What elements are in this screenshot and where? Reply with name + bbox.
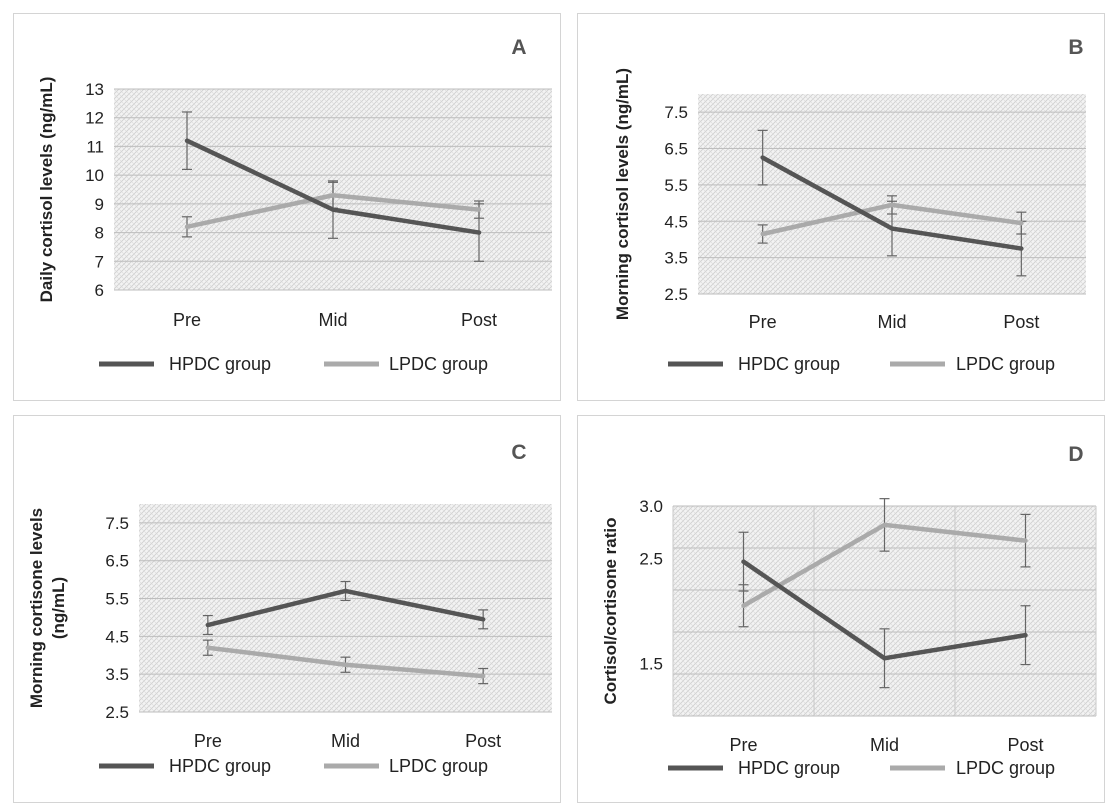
x-tick-label: Mid xyxy=(877,312,906,332)
chart-svg: 2.5 3.5 4.5 5.5 6.5 7.5 Pre Mid Post Morning cort… xyxy=(27,441,552,776)
y-tick-label: 3.5 xyxy=(664,249,688,268)
x-tick-label: Pre xyxy=(729,735,757,755)
y-tick-label: 3.0 xyxy=(639,497,663,516)
y-tick-label: 6.5 xyxy=(664,140,688,159)
y-axis-label: Cortisol/cortisone ratio xyxy=(601,517,620,704)
x-tick-label: Mid xyxy=(870,735,899,755)
x-tick-label: Pre xyxy=(173,310,201,330)
y-tick-label: 2.5 xyxy=(639,550,663,569)
y-tick-label: 13 xyxy=(85,80,104,99)
y-axis-label: Daily cortisol levels (ng/mL) xyxy=(37,77,56,303)
y-tick-label: 12 xyxy=(85,109,104,128)
chart-svg: 2.5 3.5 4.5 5.5 6.5 7.5 Pre Mid Post Morning cort… xyxy=(613,36,1086,374)
y-axis-label: Morning cortisone levels (ng/mL) xyxy=(27,508,68,708)
y-tick-label: 4.5 xyxy=(664,212,688,231)
chart-panel-d: 1.5 2.5 3.0 Pre Mid Post Cortisol/cortisone ra… xyxy=(577,415,1105,803)
x-tick-label: Mid xyxy=(318,310,347,330)
chart-panel-c: 2.5 3.5 4.5 5.5 6.5 7.5 Pre Mid Post Morning cort… xyxy=(13,415,561,803)
x-tick-label: Pre xyxy=(749,312,777,332)
y-tick-label: 2.5 xyxy=(664,285,688,304)
x-tick-label: Post xyxy=(1007,735,1043,755)
y-tick-label: 2.5 xyxy=(105,703,129,722)
y-tick-label: 5.5 xyxy=(105,590,129,609)
y-tick-label: 3.5 xyxy=(105,665,129,684)
y-tick-label: 11 xyxy=(86,137,104,156)
y-tick-label: 9 xyxy=(95,195,104,214)
legend-label: HPDC group xyxy=(738,758,840,778)
y-tick-label: 7.5 xyxy=(664,103,688,122)
x-tick-label: Post xyxy=(461,310,497,330)
y-tick-label: 6.5 xyxy=(105,552,129,571)
chart-panel-b: 2.5 3.5 4.5 5.5 6.5 7.5 Pre Mid Post Morning cort… xyxy=(577,13,1105,401)
legend-label: HPDC group xyxy=(738,354,840,374)
legend-label: LPDC group xyxy=(389,756,488,776)
x-tick-label: Post xyxy=(465,731,501,751)
y-tick-label: 6 xyxy=(95,281,104,300)
y-tick-label: 1.5 xyxy=(639,655,663,674)
y-tick-label: 7 xyxy=(95,252,104,271)
panel-letter: A xyxy=(511,36,526,59)
y-tick-label: 4.5 xyxy=(105,627,129,646)
y-tick-label: 10 xyxy=(85,166,104,185)
chart-svg: 1.5 2.5 3.0 Pre Mid Post Cortisol/cortisone ra… xyxy=(601,443,1097,778)
y-tick-label: 8 xyxy=(95,224,104,243)
legend-label: LPDC group xyxy=(956,354,1055,374)
y-tick-label: 5.5 xyxy=(664,176,688,195)
panel-letter: D xyxy=(1068,443,1083,466)
legend-label: LPDC group xyxy=(389,354,488,374)
panel-letter: C xyxy=(511,441,526,464)
y-tick-label: 7.5 xyxy=(105,514,129,533)
legend-label: HPDC group xyxy=(169,756,271,776)
y-axis-label: Morning cortisol levels (ng/mL) xyxy=(613,68,632,320)
chart-panel-a: 6 7 8 9 10 11 12 13 Pre Mid Post Daily cortisol lev… xyxy=(13,13,561,401)
legend-label: HPDC group xyxy=(169,354,271,374)
legend-label: LPDC group xyxy=(956,758,1055,778)
series-lpdc xyxy=(202,639,489,685)
x-tick-label: Mid xyxy=(331,731,360,751)
x-tick-label: Pre xyxy=(194,731,222,751)
panel-letter: B xyxy=(1068,36,1083,59)
chart-svg: 6 7 8 9 10 11 12 13 Pre Mid Post Daily cortisol lev… xyxy=(37,36,552,374)
x-tick-label: Post xyxy=(1003,312,1039,332)
